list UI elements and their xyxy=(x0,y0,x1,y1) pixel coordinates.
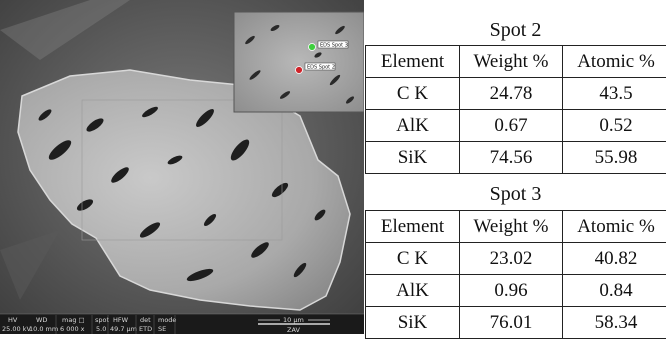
cell-weight: 0.67 xyxy=(460,110,563,142)
cell-weight: 24.78 xyxy=(460,78,563,110)
cell-weight: 74.56 xyxy=(460,142,563,174)
table-row: AlK 0.67 0.52 xyxy=(366,110,666,142)
info-value-hv: 25.00 kV xyxy=(2,325,31,333)
sem-micrograph: EDS Spot 3 EDS Spot 2 HV WD mag □ spot H… xyxy=(0,0,364,334)
cell-atomic: 40.82 xyxy=(563,243,666,275)
info-header-mag: mag □ xyxy=(62,316,85,324)
spot2-table: Element Weight % Atomic % C K 24.78 43.5… xyxy=(365,45,666,174)
table-row: AlK 0.96 0.84 xyxy=(366,275,666,307)
info-label: ZAV xyxy=(287,326,300,334)
column-header-weight: Weight % xyxy=(460,46,563,78)
info-value-det: ETD xyxy=(139,325,152,333)
table-header-row: Element Weight % Atomic % xyxy=(366,211,666,243)
column-header-weight: Weight % xyxy=(460,211,563,243)
cell-element: SiK xyxy=(366,142,460,174)
table-row: SiK 74.56 55.98 xyxy=(366,142,666,174)
info-header-hv: HV xyxy=(8,316,18,324)
spot3-marker-label: EDS Spot 3 xyxy=(320,43,348,49)
cell-atomic: 0.84 xyxy=(563,275,666,307)
scale-bar-label: 10 µm xyxy=(283,316,304,324)
sem-info-bar: HV WD mag □ spot HFW det mode 25.00 kV 1… xyxy=(0,314,364,334)
info-value-wd: 10.0 mm xyxy=(29,325,58,333)
info-value-mode: SE xyxy=(158,325,166,333)
column-header-atomic: Atomic % xyxy=(563,211,666,243)
table-row: C K 24.78 43.5 xyxy=(366,78,666,110)
cell-element: C K xyxy=(366,78,460,110)
cell-element: C K xyxy=(366,243,460,275)
table-row: C K 23.02 40.82 xyxy=(366,243,666,275)
info-value-spot: 5.0 xyxy=(96,325,106,333)
spot3-table: Element Weight % Atomic % C K 23.02 40.8… xyxy=(365,210,666,339)
cell-atomic: 55.98 xyxy=(563,142,666,174)
inset-micrograph: EDS Spot 3 EDS Spot 2 xyxy=(234,12,364,112)
info-header-det: det xyxy=(140,316,151,324)
info-header-wd: WD xyxy=(36,316,47,324)
column-header-element: Element xyxy=(366,211,460,243)
info-value-hfw: 49.7 µm xyxy=(110,325,137,333)
column-header-element: Element xyxy=(366,46,460,78)
cell-weight: 23.02 xyxy=(460,243,563,275)
table-header-row: Element Weight % Atomic % xyxy=(366,46,666,78)
cell-element: AlK xyxy=(366,275,460,307)
spot3-marker xyxy=(309,44,316,51)
info-value-mag: 6 000 x xyxy=(60,325,85,333)
info-header-mode: mode xyxy=(158,316,176,324)
column-header-atomic: Atomic % xyxy=(563,46,666,78)
cell-atomic: 0.52 xyxy=(563,110,666,142)
cell-atomic: 43.5 xyxy=(563,78,666,110)
spot3-title: Spot 3 xyxy=(365,179,666,209)
cell-weight: 0.96 xyxy=(460,275,563,307)
info-header-hfw: HFW xyxy=(113,316,129,324)
cell-element: AlK xyxy=(366,110,460,142)
spot2-marker xyxy=(296,67,303,74)
info-header-spot: spot xyxy=(95,316,109,324)
spot2-marker-label: EDS Spot 2 xyxy=(307,65,335,71)
spot2-title: Spot 2 xyxy=(365,15,666,45)
